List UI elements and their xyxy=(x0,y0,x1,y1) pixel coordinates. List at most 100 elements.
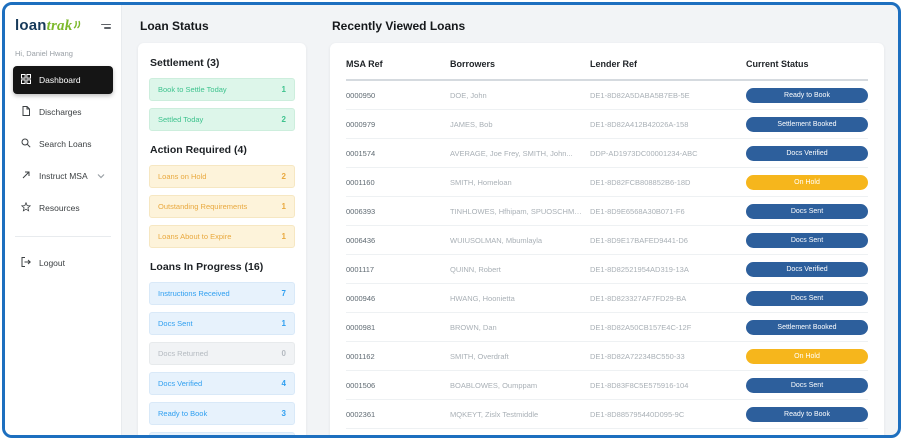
cell-lender-ref: DE1-8D9E17BAFED9441-D6 xyxy=(590,235,688,245)
section-heading: Settlement (3) xyxy=(150,57,220,69)
status-badge[interactable]: Docs Verified xyxy=(746,145,868,161)
status-row-label: Ready to Book xyxy=(158,409,208,418)
cell-borrowers: TINHLOWES, Hfhipam, SPUOSCHMID... xyxy=(450,206,582,216)
status-section-settlement: Settlement (3) Book to Settle Today 1 Se… xyxy=(149,57,295,131)
cell-msa-ref: 0000950 xyxy=(346,90,376,100)
sidebar-item-resources[interactable]: Resources xyxy=(13,194,113,222)
status-row-label: Docs Verified xyxy=(158,379,203,388)
arrow-up-right-icon xyxy=(21,170,31,182)
sidebar-item-label: Instruct MSA xyxy=(39,171,88,181)
loan-status-card: Settlement (3) Book to Settle Today 1 Se… xyxy=(138,43,306,435)
cell-msa-ref: 0001117 xyxy=(346,264,375,274)
star-icon xyxy=(20,201,32,214)
sidebar-item-instruct-msa[interactable]: Instruct MSA xyxy=(13,162,113,190)
sidebar: loantrak Hi, Daniel Hwang Dashboard Disc… xyxy=(5,5,122,435)
cell-msa-ref: 0000981 xyxy=(346,322,376,332)
cell-borrowers: BOABLOWES, Oumppam xyxy=(450,380,538,390)
cell-msa-ref: 0001574 xyxy=(346,148,376,158)
status-badge[interactable]: Ready to Book xyxy=(746,87,868,103)
status-badge[interactable]: Docs Sent xyxy=(746,203,868,219)
table-row[interactable]: 0000979 JAMES, Bob DE1-8D82A412B42026A-1… xyxy=(346,110,868,139)
table-row[interactable]: 0006393 TINHLOWES, Hfhipam, SPUOSCHMID..… xyxy=(346,197,868,226)
column-header-msa-ref: MSA Ref xyxy=(346,59,383,69)
cell-msa-ref: 0001162 xyxy=(346,351,375,361)
status-row-count: 0 xyxy=(281,349,286,358)
status-row-docs-verified[interactable]: Docs Verified 4 xyxy=(149,372,295,395)
cell-lender-ref: DE1-8D9E6568A30B071-F6 xyxy=(590,206,685,216)
status-badge[interactable]: Docs Sent xyxy=(746,232,868,248)
search-icon xyxy=(21,138,31,150)
status-row-ready-to-book[interactable]: Ready to Book 3 xyxy=(149,402,295,425)
status-badge[interactable]: Docs Sent xyxy=(746,290,868,306)
status-row-loans-on-hold[interactable]: Loans on Hold 2 xyxy=(149,165,295,188)
status-row-docs-returned[interactable]: Docs Returned 0 xyxy=(149,342,295,365)
status-section-action-required: Action Required (4) Loans on Hold 2 Outs… xyxy=(149,144,295,248)
status-row-label: Outstanding Requirements xyxy=(158,202,248,211)
loan-status-panel: Loan Status Settlement (3) Book to Settl… xyxy=(138,17,306,435)
status-row-docs-sent[interactable]: Docs Sent 1 xyxy=(149,312,295,335)
sidebar-item-label: Logout xyxy=(39,258,65,268)
status-row-label: Docs Returned xyxy=(158,349,209,358)
cell-borrowers: WUIUSOLMAN, Mbumlayla xyxy=(450,235,543,245)
status-section-loans-in-progress: Loans In Progress (16) Instructions Rece… xyxy=(149,261,295,435)
document-icon xyxy=(21,106,31,118)
status-row-instructions-received[interactable]: Instructions Received 7 xyxy=(149,282,295,305)
sidebar-item-search-loans[interactable]: Search Loans xyxy=(13,130,113,158)
recent-loans-title: Recently Viewed Loans xyxy=(332,19,466,33)
sidebar-item-discharges[interactable]: Discharges xyxy=(13,98,113,126)
status-row-partial[interactable] xyxy=(149,432,295,435)
status-badge[interactable]: Settlement Booked xyxy=(746,319,868,335)
status-row-loans-about-to-expire[interactable]: Loans About to Expire 1 xyxy=(149,225,295,248)
table-row[interactable]: 0001162 SMITH, Overdraft DE1-8D82A72234B… xyxy=(346,342,868,371)
table-row[interactable]: 0006436 WUIUSOLMAN, Mbumlayla DE1-8D9E17… xyxy=(346,226,868,255)
cell-msa-ref: 0006393 xyxy=(346,206,376,216)
column-header-current-status: Current Status xyxy=(746,59,809,69)
status-row-count: 1 xyxy=(281,85,286,94)
cell-lender-ref: DE1-8D82A5DABA5B7EB-5E xyxy=(590,90,690,100)
status-badge[interactable]: Ready to Book xyxy=(746,406,868,422)
cell-msa-ref: 0001506 xyxy=(346,380,376,390)
table-row[interactable]: 0000946 HWANG, Hoonietta DE1-8D823327AF7… xyxy=(346,284,868,313)
status-row-count: 2 xyxy=(281,115,286,124)
table-row-partial[interactable] xyxy=(346,429,868,435)
cell-borrowers: MQKEYT, Zislx Testmiddle xyxy=(450,409,539,419)
status-row-outstanding-requirements[interactable]: Outstanding Requirements 1 xyxy=(149,195,295,218)
sidebar-divider xyxy=(15,236,111,237)
cell-msa-ref: 0000946 xyxy=(346,293,376,303)
section-heading: Loans In Progress (16) xyxy=(150,261,264,273)
cell-lender-ref: DE1-8D885795440D095-9C xyxy=(590,409,685,419)
status-row-label: Loans About to Expire xyxy=(158,232,232,241)
status-row-book-to-settle-today[interactable]: Book to Settle Today 1 xyxy=(149,78,295,101)
table-row[interactable]: 0001160 SMITH, Homeloan DE1-8D82FCB80885… xyxy=(346,168,868,197)
sidebar-collapse-icon[interactable] xyxy=(99,20,111,32)
main-content: Loan Status Settlement (3) Book to Settl… xyxy=(122,5,898,435)
table-row[interactable]: 0000981 BROWN, Dan DE1-8D82A50CB157E4C-1… xyxy=(346,313,868,342)
loan-status-title: Loan Status xyxy=(140,19,209,33)
table-row[interactable]: 0001574 AVERAGE, Joe Frey, SMITH, John..… xyxy=(346,139,868,168)
status-badge[interactable]: Docs Sent xyxy=(746,377,868,393)
status-badge[interactable]: Docs Verified xyxy=(746,261,868,277)
chevron-down-icon[interactable] xyxy=(97,171,105,181)
cell-borrowers: SMITH, Overdraft xyxy=(450,351,509,361)
cell-borrowers: HWANG, Hoonietta xyxy=(450,293,515,303)
cell-borrowers: JAMES, Bob xyxy=(450,119,493,129)
status-row-settled-today[interactable]: Settled Today 2 xyxy=(149,108,295,131)
cell-borrowers: SMITH, Homeloan xyxy=(450,177,512,187)
cell-lender-ref: DE1-8D82A50CB157E4C-12F xyxy=(590,322,692,332)
status-badge[interactable]: On Hold xyxy=(746,174,868,190)
status-badge[interactable]: On Hold xyxy=(746,348,868,364)
table-row[interactable]: 0000950 DOE, John DE1-8D82A5DABA5B7EB-5E… xyxy=(346,81,868,110)
sidebar-item-dashboard[interactable]: Dashboard xyxy=(13,66,113,94)
table-row[interactable]: 0002361 MQKEYT, Zislx Testmiddle DE1-8D8… xyxy=(346,400,868,429)
table-row[interactable]: 0001506 BOABLOWES, Oumppam DE1-8D83F8C5E… xyxy=(346,371,868,400)
status-row-count: 1 xyxy=(281,202,286,211)
cell-lender-ref: DDP-AD1973DC00001234-ABC xyxy=(590,148,698,158)
cell-borrowers: AVERAGE, Joe Frey, SMITH, John... xyxy=(450,148,573,158)
logout-icon xyxy=(21,257,31,269)
cell-msa-ref: 0001160 xyxy=(346,177,375,187)
status-badge[interactable]: Settlement Booked xyxy=(746,116,868,132)
sidebar-item-logout[interactable]: Logout xyxy=(13,249,113,277)
status-row-label: Instructions Received xyxy=(158,289,230,298)
table-row[interactable]: 0001117 QUINN, Robert DE1-8D82521954AD31… xyxy=(346,255,868,284)
